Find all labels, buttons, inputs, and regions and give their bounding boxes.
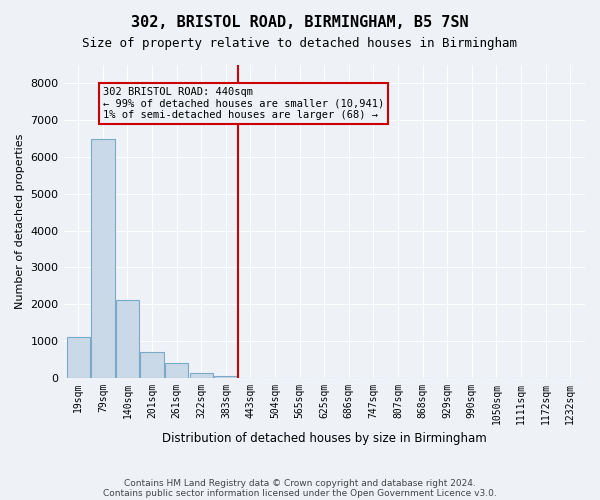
Y-axis label: Number of detached properties: Number of detached properties (15, 134, 25, 309)
X-axis label: Distribution of detached houses by size in Birmingham: Distribution of detached houses by size … (162, 432, 487, 445)
Bar (214, 376, 238, 378)
Text: 302, BRISTOL ROAD, BIRMINGHAM, B5 7SN: 302, BRISTOL ROAD, BIRMINGHAM, B5 7SN (131, 15, 469, 30)
Bar (140, 352, 164, 378)
Bar (190, 374, 213, 378)
Bar (91, 138, 115, 378)
Text: Contains public sector information licensed under the Open Government Licence v3: Contains public sector information licen… (103, 488, 497, 498)
Text: Contains HM Land Registry data © Crown copyright and database right 2024.: Contains HM Land Registry data © Crown c… (124, 478, 476, 488)
Text: 302 BRISTOL ROAD: 440sqm
← 99% of detached houses are smaller (10,941)
1% of sem: 302 BRISTOL ROAD: 440sqm ← 99% of detach… (103, 87, 384, 120)
Text: Size of property relative to detached houses in Birmingham: Size of property relative to detached ho… (83, 38, 517, 51)
Bar (116, 300, 139, 378)
Bar (67, 337, 90, 378)
Bar (165, 363, 188, 378)
